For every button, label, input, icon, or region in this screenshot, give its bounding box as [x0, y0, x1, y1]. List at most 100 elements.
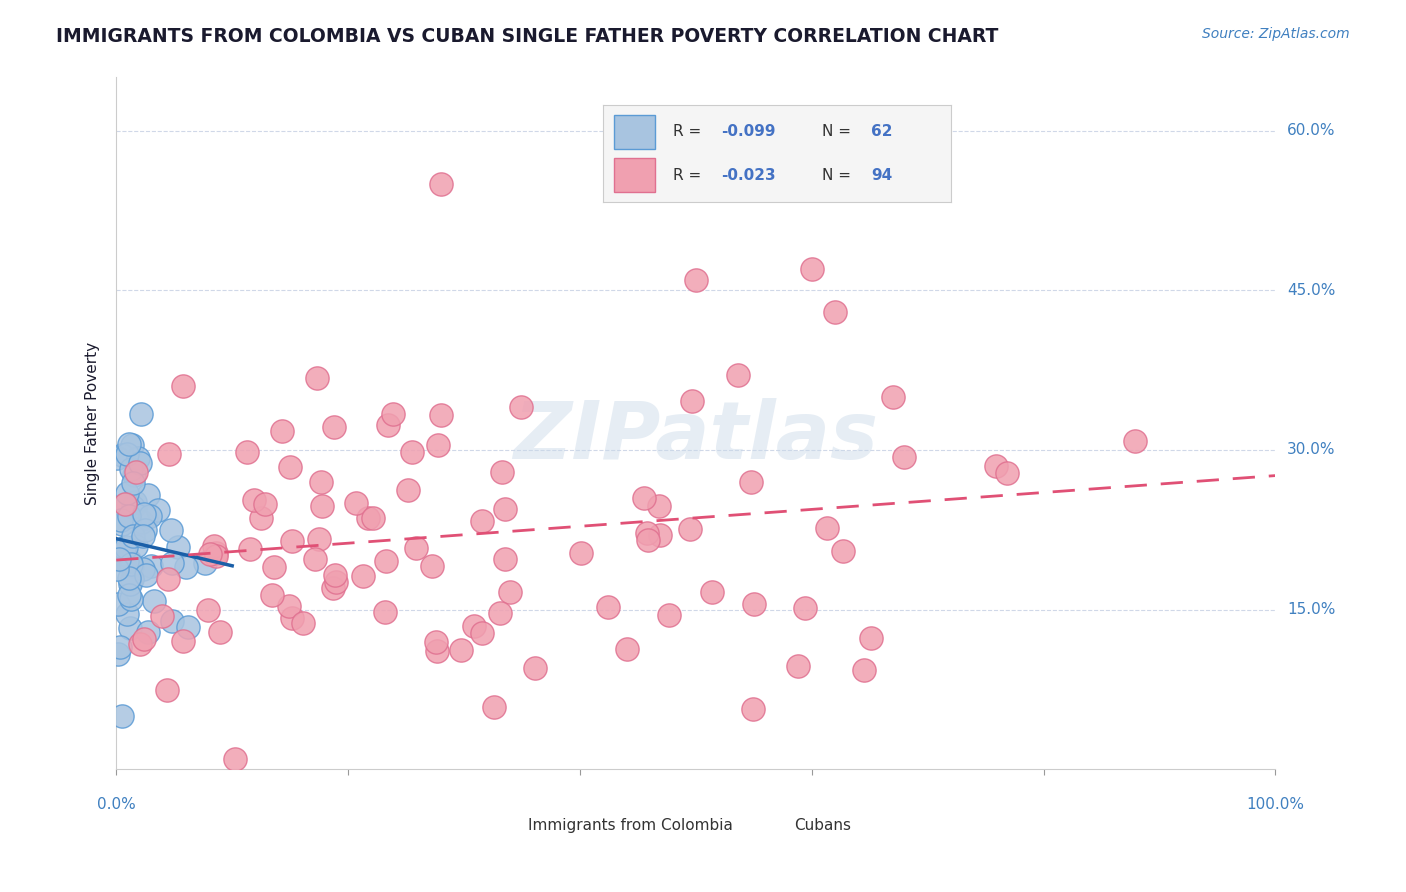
- Point: [115, 554, 138, 568]
- Point: [727, 368, 749, 383]
- Point: [491, 465, 513, 479]
- Point: [138, 488, 160, 502]
- Point: [650, 528, 672, 542]
- Point: [637, 533, 659, 547]
- Point: [107, 450, 129, 465]
- Point: [308, 533, 330, 547]
- Point: [125, 466, 148, 480]
- Point: [239, 542, 262, 557]
- Point: [111, 516, 134, 531]
- Text: IMMIGRANTS FROM COLOMBIA VS CUBAN SINGLE FATHER POVERTY CORRELATION CHART: IMMIGRANTS FROM COLOMBIA VS CUBAN SINGLE…: [56, 27, 998, 45]
- Point: [112, 541, 135, 555]
- Point: [156, 682, 179, 697]
- Point: [323, 568, 346, 582]
- Text: 100.0%: 100.0%: [1246, 797, 1305, 812]
- Point: [489, 606, 512, 620]
- Point: [375, 554, 398, 568]
- Point: [167, 540, 190, 554]
- Point: [120, 461, 142, 475]
- Point: [131, 562, 153, 576]
- Point: [311, 499, 333, 513]
- Point: [135, 567, 157, 582]
- FancyBboxPatch shape: [763, 811, 792, 828]
- Point: [357, 510, 380, 524]
- Point: [598, 600, 620, 615]
- Point: [127, 450, 149, 465]
- Point: [377, 418, 399, 433]
- Point: [120, 558, 142, 572]
- Point: [616, 642, 638, 657]
- Point: [107, 552, 129, 566]
- Point: [401, 444, 423, 458]
- Point: [160, 523, 183, 537]
- Point: [117, 588, 139, 602]
- Point: [122, 468, 145, 483]
- Text: 60.0%: 60.0%: [1286, 123, 1336, 138]
- Point: [107, 647, 129, 661]
- Point: [115, 540, 138, 554]
- Point: [450, 642, 472, 657]
- Point: [381, 407, 404, 421]
- Point: [114, 497, 136, 511]
- Point: [291, 616, 314, 631]
- Point: [742, 702, 765, 716]
- Point: [277, 599, 299, 613]
- Point: [427, 437, 450, 451]
- Point: [831, 544, 853, 558]
- Point: [278, 459, 301, 474]
- Point: [202, 539, 225, 553]
- Point: [344, 496, 367, 510]
- Point: [132, 632, 155, 646]
- Point: [110, 513, 132, 527]
- Point: [121, 559, 143, 574]
- Point: [197, 603, 219, 617]
- Point: [132, 507, 155, 521]
- Text: ZIPatlas: ZIPatlas: [513, 398, 879, 476]
- Text: Immigrants from Colombia: Immigrants from Colombia: [527, 818, 733, 833]
- Point: [658, 608, 681, 623]
- Point: [128, 637, 150, 651]
- Point: [374, 605, 396, 619]
- Point: [118, 436, 141, 450]
- Point: [131, 515, 153, 529]
- FancyBboxPatch shape: [488, 811, 516, 828]
- Point: [194, 557, 217, 571]
- Point: [172, 379, 194, 393]
- Point: [115, 447, 138, 461]
- Point: [682, 393, 704, 408]
- Point: [271, 424, 294, 438]
- Point: [128, 456, 150, 470]
- Point: [121, 572, 143, 586]
- Point: [160, 556, 183, 570]
- Point: [787, 658, 810, 673]
- Point: [253, 497, 276, 511]
- Point: [853, 663, 876, 677]
- Point: [122, 500, 145, 514]
- Point: [430, 408, 453, 422]
- Point: [679, 522, 702, 536]
- Point: [243, 492, 266, 507]
- Point: [260, 588, 283, 602]
- Point: [304, 551, 326, 566]
- Point: [135, 511, 157, 525]
- Point: [824, 304, 846, 318]
- Point: [280, 534, 302, 549]
- Point: [157, 573, 180, 587]
- Point: [311, 475, 333, 489]
- Point: [307, 371, 329, 385]
- Point: [250, 511, 273, 525]
- Point: [1123, 434, 1146, 448]
- Point: [115, 486, 138, 500]
- Point: [800, 262, 823, 277]
- Point: [132, 529, 155, 543]
- Point: [425, 634, 447, 648]
- Point: [325, 574, 347, 589]
- Point: [740, 475, 762, 490]
- Point: [494, 552, 516, 566]
- Y-axis label: Single Father Poverty: Single Father Poverty: [86, 342, 100, 505]
- Point: [420, 558, 443, 573]
- Point: [172, 634, 194, 648]
- Point: [882, 390, 904, 404]
- Point: [111, 448, 134, 462]
- Point: [893, 450, 915, 464]
